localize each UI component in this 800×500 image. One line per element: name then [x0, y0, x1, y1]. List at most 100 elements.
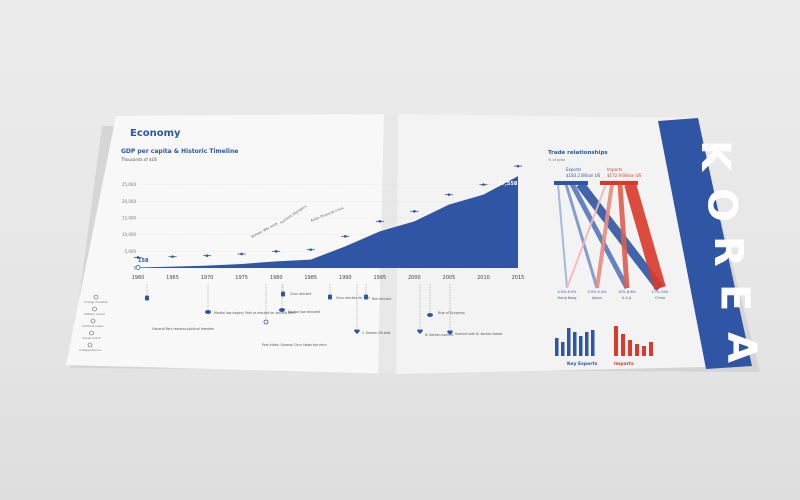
x-tick-label: 1965	[166, 275, 179, 281]
x-tick-label: 1985	[304, 275, 317, 281]
imports-value: $172.9 Billion US	[607, 173, 642, 178]
trade-flow	[595, 183, 614, 289]
trade-flow	[576, 181, 664, 291]
key-exports-label: Key Exports	[567, 361, 598, 367]
chart-unit: Thousands of $US	[120, 157, 158, 162]
side-band	[658, 118, 752, 369]
trade-flow	[557, 183, 568, 289]
legend-label: Military event	[84, 312, 105, 316]
trade-percent-label: 4.5% 6.5%	[558, 290, 578, 294]
event-label: Chun elected	[290, 292, 311, 296]
x-tick-label: 1975	[235, 275, 248, 281]
person-icon	[145, 295, 149, 301]
trade-flow	[564, 183, 599, 289]
exports-value: $183.2 Billion US	[566, 173, 601, 178]
y-axis-labels: 0 5,000 10,000 15,000 20,000 25,000	[122, 182, 136, 270]
event-label: Roh elected	[372, 297, 391, 301]
exports-bar	[554, 181, 588, 185]
y-tick-label: 20,000	[122, 199, 136, 204]
section-title: Economy	[130, 128, 181, 139]
imports-label: Imports	[607, 167, 622, 172]
x-tick-label: 1960	[132, 275, 145, 281]
event-label: N. Korean summit	[425, 333, 454, 337]
legend-icon	[92, 306, 97, 312]
trade-flow	[566, 183, 607, 289]
y-tick-label: 5,000	[125, 249, 137, 254]
y-tick-label: 0	[133, 266, 136, 271]
export-import-bars	[555, 326, 653, 356]
event-label: Martial law declared	[288, 310, 320, 314]
y-tick-label: 10,000	[122, 232, 136, 237]
x-tick-label: 2015	[512, 275, 525, 281]
export-bar	[567, 328, 571, 356]
trade-partner-label: U.S.A.	[622, 296, 632, 300]
x-tick-label: 1990	[339, 275, 352, 281]
imports-bottom-label: Imports	[614, 361, 634, 367]
legend-icon	[87, 342, 93, 348]
trade-flow	[569, 182, 630, 290]
timeline-event: Rise of Syngman	[427, 284, 465, 317]
left-page	[66, 114, 398, 374]
x-tick-label: 2010	[477, 275, 490, 281]
export-bar	[579, 336, 583, 356]
heart-icon	[417, 329, 423, 334]
person-icon	[328, 294, 332, 300]
timeline-event: 1. Korean UN bids	[354, 284, 391, 335]
timeline-event: Martial law declared	[279, 284, 320, 314]
import-bar	[621, 334, 625, 356]
korea-letter: E	[712, 284, 758, 311]
trade-partner-label: Hong Kong	[557, 296, 576, 300]
legend-icon	[90, 318, 96, 324]
export-bar	[573, 332, 577, 356]
export-bar	[555, 338, 559, 356]
cloud-icon	[427, 313, 433, 317]
cloud-icon	[279, 308, 285, 312]
cloud-icon	[205, 310, 211, 314]
import-bar	[649, 342, 653, 356]
trade-partner-label: China	[655, 296, 665, 300]
timeline-events: General Park restores political freedom M…	[145, 284, 503, 347]
x-axis-labels: 1960 1965 1970 1975 1980 1985 1990 1995 2000 2005…	[132, 275, 525, 281]
trade-percent-label: 5.5% 4.4%	[588, 290, 608, 294]
event-label: Chun elected for 2nd	[336, 296, 370, 300]
person-icon	[364, 294, 368, 300]
korea-letter: A	[718, 332, 764, 363]
timeline-event: N. Korean summit	[417, 284, 454, 337]
event-label: Summit with N. Korean leader	[455, 332, 503, 336]
trade-partner-label: Japan	[591, 296, 602, 300]
chart-title: GDP per capita & Historic Timeline	[121, 148, 238, 155]
legend-label: Political event	[82, 324, 104, 328]
legend-label: Social event	[82, 336, 101, 340]
timeline-event: Martial law begins; Park re-elected for …	[205, 284, 296, 315]
x-tick-label: 1970	[201, 275, 214, 281]
timeline-event: Chun elected for 2nd	[328, 284, 370, 300]
timeline-event: Summit with N. Korean leader	[447, 284, 503, 336]
x-tick-label: 2005	[443, 275, 456, 281]
x-tick-label: 2000	[408, 275, 421, 281]
heart-icon	[354, 329, 360, 334]
end-value: 27,558	[498, 181, 518, 187]
export-bar	[585, 332, 589, 356]
korea-letter: O	[699, 188, 745, 222]
heart-icon	[447, 330, 453, 335]
legend: Foreign treaties Military event Political …	[79, 294, 108, 352]
y-tick-label: 25,000	[122, 182, 136, 187]
imports-bar	[600, 181, 638, 185]
right-page	[396, 114, 752, 374]
timeline-event: General Park restores political freedom	[145, 284, 214, 331]
trade-percent-label: 10% 8.6%	[618, 290, 636, 294]
event-label: Park killed; General Chun takes the rein…	[262, 343, 327, 347]
import-bar	[614, 326, 618, 356]
start-point	[135, 265, 141, 270]
korea-letter: R	[705, 236, 751, 267]
target-icon	[263, 319, 269, 325]
trade-flows	[554, 181, 666, 291]
trade-title: Trade relationships	[548, 150, 608, 156]
person-icon	[281, 291, 285, 297]
trade-partners: Hong Kong 4.5% 6.5% Japan 5.5% 4.4% U.S.A. 10…	[557, 290, 669, 300]
trade-flow	[617, 183, 630, 289]
timeline-event: Park killed; General Chun takes the rein…	[262, 284, 327, 347]
trade-percent-label: 17% 24%	[652, 290, 669, 294]
